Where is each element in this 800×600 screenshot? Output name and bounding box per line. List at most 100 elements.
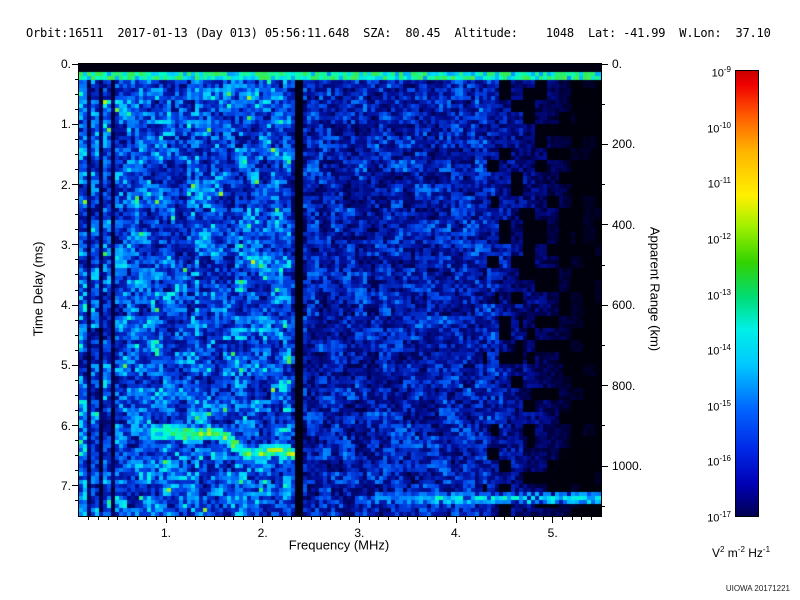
x-minor-tick (291, 517, 293, 520)
x-minor-tick (503, 517, 505, 520)
y-minor-tick (75, 410, 78, 412)
y-minor-tick (75, 349, 78, 351)
unit-m: m (727, 546, 738, 560)
range-minor-tick (602, 103, 605, 105)
y-minor-tick (75, 289, 78, 291)
y-minor-tick (75, 470, 78, 472)
x-minor-tick (310, 517, 312, 520)
colorbar-tick-label: 10-17 (707, 510, 731, 525)
y-minor-tick (75, 455, 78, 457)
y-minor-tick (75, 138, 78, 140)
colorbar-tick-labels: 10-9 10-10 10-11 10-12 10-13 10-14 10-15 10-16 1… (687, 65, 731, 525)
colorbar-tick-label: 10-10 (707, 120, 731, 136)
x-minor-tick (465, 517, 467, 520)
x-minor-tick (300, 517, 302, 520)
x-axis-label: Frequency (MHz) (288, 537, 390, 553)
spectrogram-canvas (79, 64, 601, 516)
x-minor-tick (523, 517, 525, 520)
x-minor-tick (397, 517, 399, 520)
x-minor-tick (242, 517, 244, 520)
x-minor-tick (107, 517, 109, 520)
colorbar (735, 70, 759, 517)
x-minor-tick (184, 517, 186, 520)
y-tick (72, 304, 78, 306)
y-minor-tick (75, 319, 78, 321)
y-tick (72, 184, 78, 186)
range-tick-label: 400. (612, 217, 636, 232)
x-tick-label: 5. (547, 526, 558, 540)
y-axis-label-left: Time Delay (ms) (30, 241, 46, 337)
range-tick (602, 304, 608, 306)
x-minor-tick (436, 517, 438, 520)
y-tick-label: 1. (60, 117, 71, 132)
range-minor-tick (602, 425, 605, 427)
x-minor-tick (320, 517, 322, 520)
x-minor-tick (204, 517, 206, 520)
x-minor-tick (281, 517, 283, 520)
x-minor-tick (339, 517, 341, 520)
x-minor-tick (233, 517, 235, 520)
range-tick-label: 600. (612, 298, 636, 313)
x-minor-tick (126, 517, 128, 520)
x-minor-tick (213, 517, 215, 520)
y-minor-tick (75, 78, 78, 80)
y-tick-label: 6. (60, 418, 71, 433)
x-minor-tick (136, 517, 138, 520)
y-tick (72, 244, 78, 246)
y-minor-tick (75, 93, 78, 95)
range-tick (602, 465, 608, 467)
x-minor-tick (532, 517, 534, 520)
range-minor-tick (602, 344, 605, 346)
x-tick-label: 1. (160, 526, 171, 540)
x-minor-tick (88, 517, 90, 520)
range-tick (602, 63, 608, 65)
y-axis-label-right: Apparent Range (km) (647, 226, 663, 352)
y-minor-tick (75, 394, 78, 396)
x-minor-tick (494, 517, 496, 520)
x-minor-tick (252, 517, 254, 520)
y-tick-label: 5. (60, 358, 71, 373)
colorbar-tick-label: 10-16 (707, 454, 731, 470)
x-minor-tick (416, 517, 418, 520)
colorbar-tick-label: 10-11 (707, 176, 731, 191)
y-tick-label: 3. (60, 237, 71, 252)
range-minor-tick (602, 505, 605, 507)
x-minor-tick (426, 517, 428, 520)
x-minor-tick (484, 517, 486, 520)
x-minor-tick (368, 517, 370, 520)
y-tick (72, 425, 78, 427)
watermark: UIOWA 20171221 (725, 584, 790, 593)
colorbar-tick-label: 10-15 (707, 398, 731, 414)
y-tick-label: 0. (60, 57, 71, 71)
range-tick-label: 200. (612, 137, 636, 152)
colorbar-tick-label: 10-13 (707, 287, 731, 303)
unit-v: V (711, 546, 720, 560)
spectrogram-plot: 1. 2. 3. 4. 5. 0. 1. 2. 3. 4. 5. 6. 7. 0. 200. 400. 600.… (61, 57, 642, 540)
x-minor-tick (155, 517, 157, 520)
range-tick (602, 224, 608, 226)
colorbar-unit-label: V2 m-2 Hz-1 (711, 545, 771, 560)
range-tick (602, 385, 608, 387)
y-minor-tick (75, 214, 78, 216)
range-tick (602, 143, 608, 145)
y-minor-tick (75, 199, 78, 201)
y-minor-tick (75, 440, 78, 442)
x-minor-tick (271, 517, 273, 520)
x-minor-tick (349, 517, 351, 520)
y-tick (72, 123, 78, 125)
x-minor-tick (581, 517, 583, 520)
x-minor-tick (407, 517, 409, 520)
range-minor-tick (602, 184, 605, 186)
y-tick (72, 364, 78, 366)
x-minor-tick (387, 517, 389, 520)
y-minor-tick (75, 229, 78, 231)
unit-hz: Hz (748, 546, 763, 560)
x-tick-label: 3. (354, 526, 365, 540)
range-tick-label: 800. (612, 378, 636, 393)
x-minor-tick (561, 517, 563, 520)
range-minor-tick (602, 264, 605, 266)
y-minor-tick (75, 168, 78, 170)
colorbar-tick-label: 10-12 (707, 231, 731, 247)
y-tick (72, 485, 78, 487)
header-info: Orbit:16511 2017-01-13 (Day 013) 05:56:1… (26, 26, 771, 40)
